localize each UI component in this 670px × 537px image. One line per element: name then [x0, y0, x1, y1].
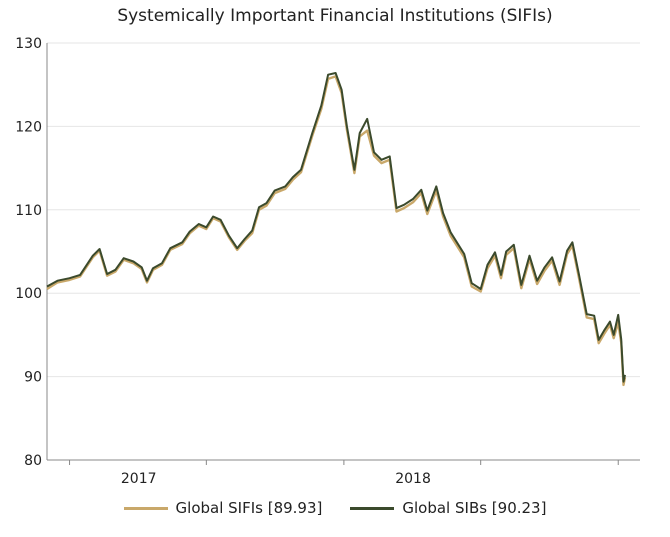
legend-item-sifis: Global SIFIs [89.93] [123, 499, 323, 517]
legend-label-sifis: Global SIFIs [89.93] [175, 499, 323, 517]
legend-label-sibs: Global SIBs [90.23] [402, 499, 547, 517]
legend-item-sibs: Global SIBs [90.23] [350, 499, 546, 517]
legend-swatch-sifis [123, 506, 168, 510]
chart-title: Systemically Important Financial Institu… [117, 6, 553, 26]
y-tick-label: 120 [15, 119, 42, 135]
y-tick-label: 100 [15, 286, 42, 302]
y-tick-label: 80 [24, 453, 42, 469]
x-tick-label: 2017 [121, 471, 157, 487]
y-tick-label: 130 [15, 36, 42, 52]
y-tick-label: 90 [24, 370, 42, 386]
y-tick-label: 110 [15, 203, 42, 219]
legend-swatch-sibs [350, 506, 395, 510]
series-line-global-sibs [46, 72, 626, 383]
x-tick-label: 2018 [395, 471, 431, 487]
chart-legend: Global SIFIs [89.93] Global SIBs [90.23] [0, 499, 670, 517]
series-line-global-sifis [46, 75, 627, 387]
